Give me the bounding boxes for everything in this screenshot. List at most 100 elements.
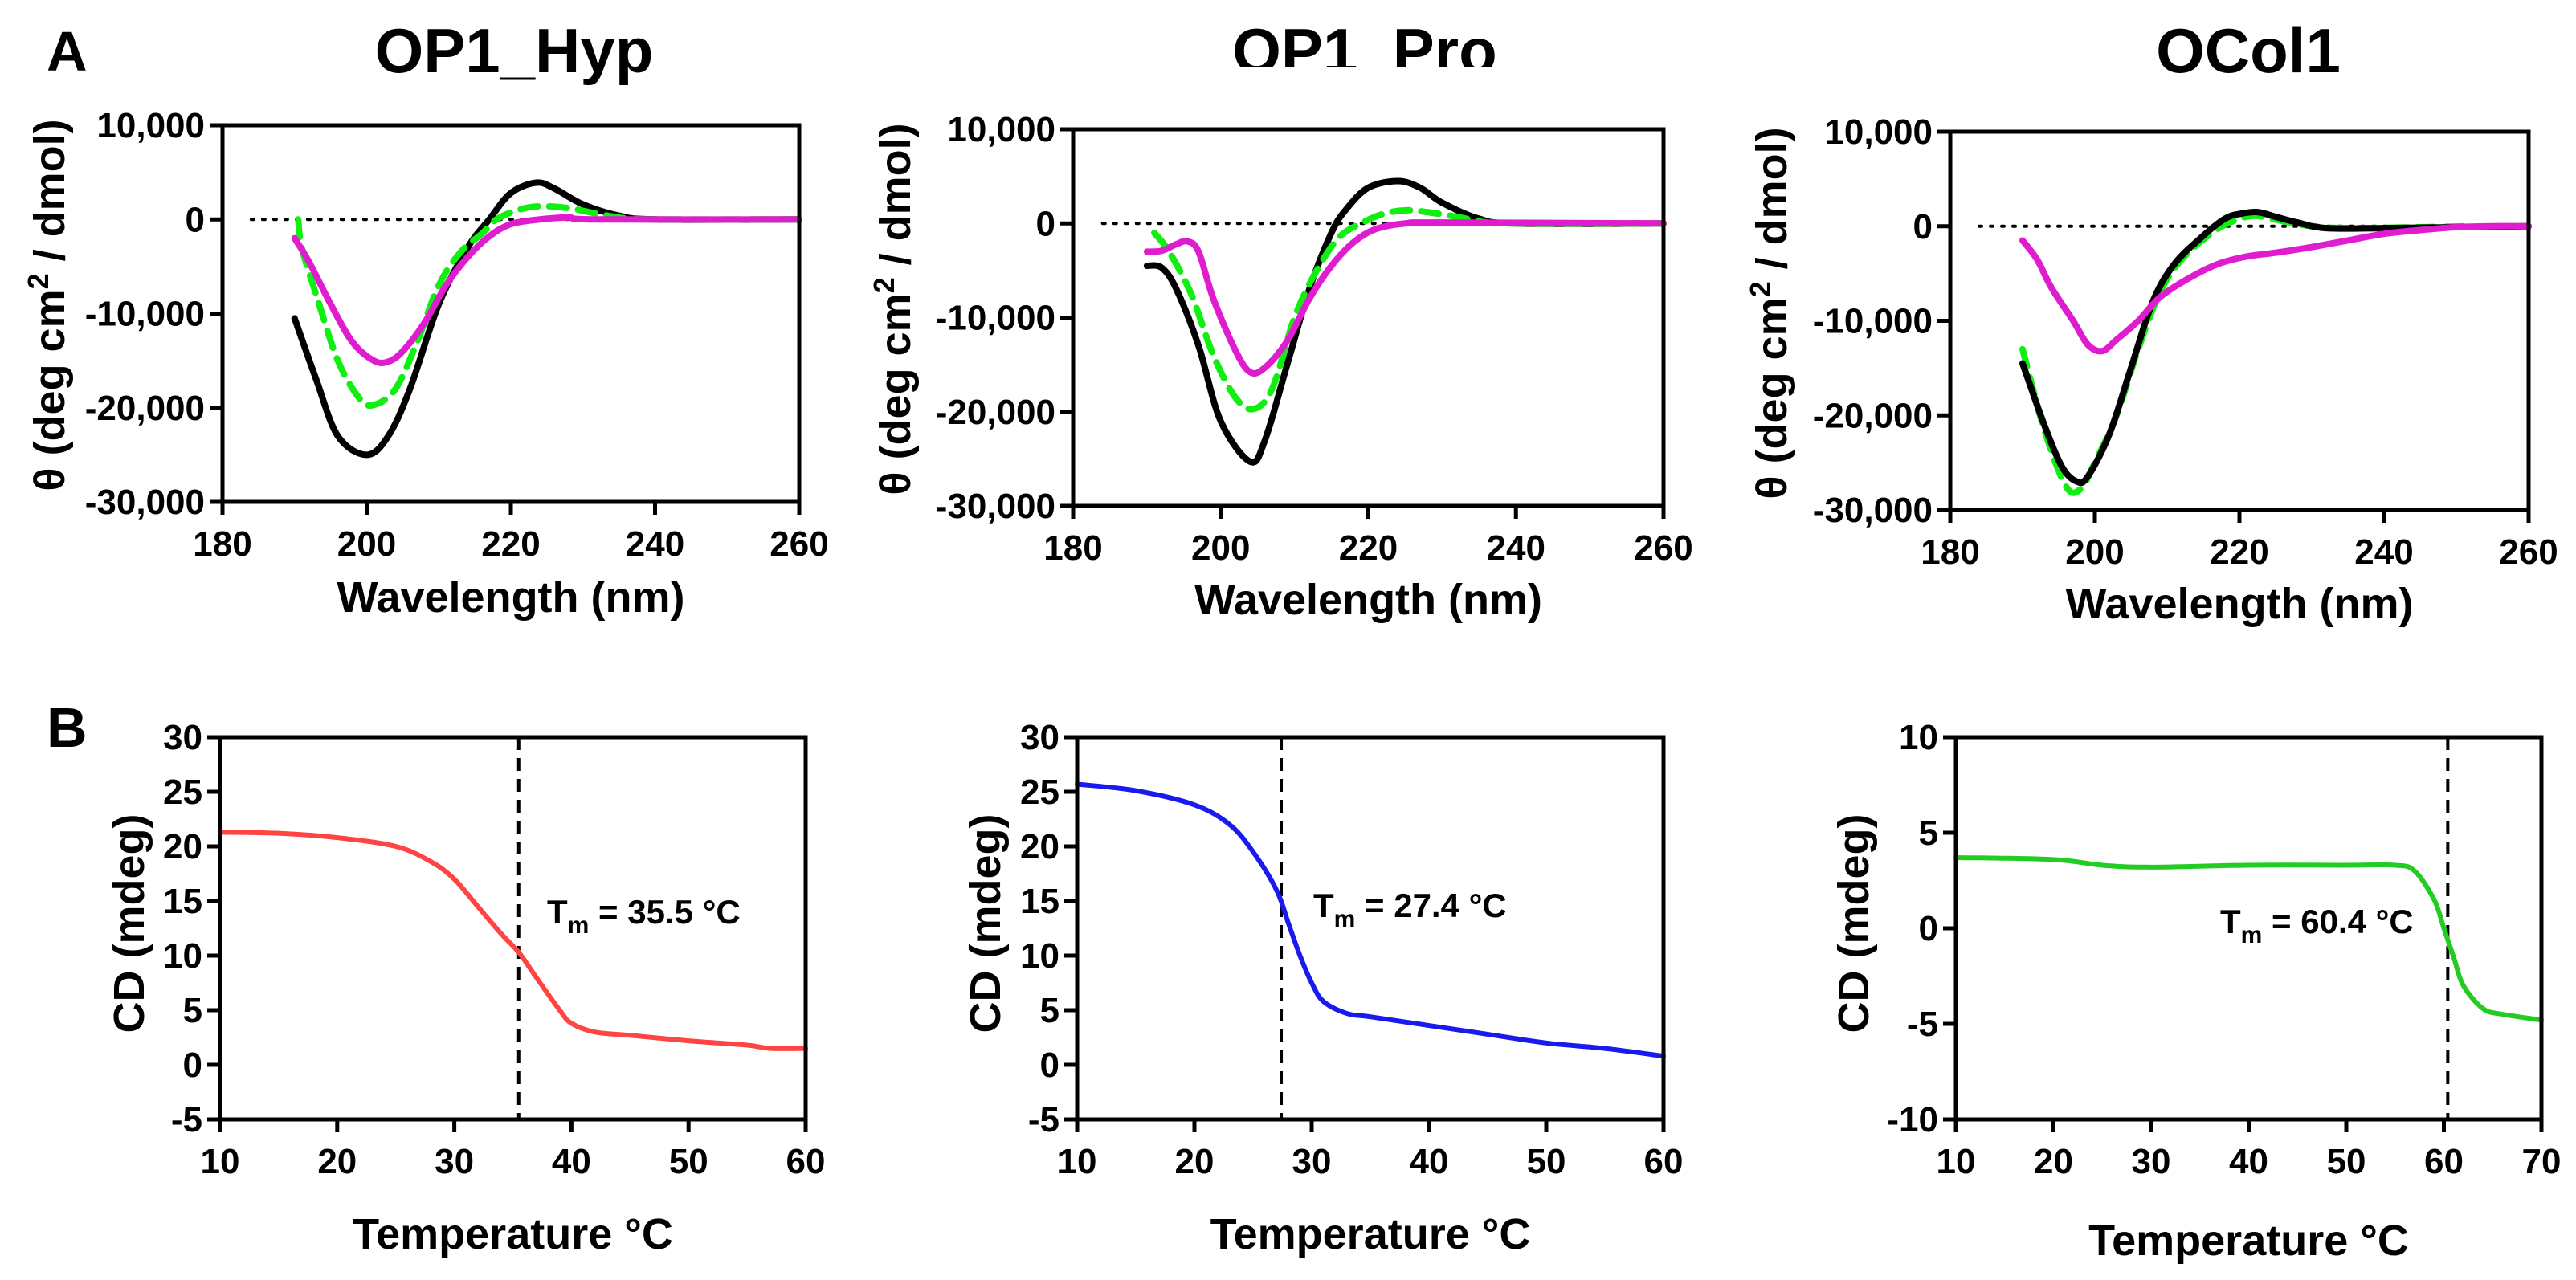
x-tick-label: 40 xyxy=(1410,1142,1449,1181)
plot-frame xyxy=(1075,735,1666,1122)
x-tick-label: 240 xyxy=(1487,528,1545,568)
y-tick-label: 15 xyxy=(1020,882,1059,921)
y-tick-label: -10,000 xyxy=(85,295,205,334)
y-tick-label: -20,000 xyxy=(936,393,1055,432)
chart-title: OP1_Pro xyxy=(1232,15,1496,86)
x-tick-label: 10 xyxy=(1058,1142,1097,1181)
x-tick-label: 240 xyxy=(2354,532,2413,572)
x-axis-title: Wavelength (nm) xyxy=(1194,576,1542,624)
y-tick-label: 25 xyxy=(163,772,202,812)
chart-a2: OP1_Pro 180 200 220 240 260 10,000 0 -10,000 -20,… xyxy=(868,15,1693,624)
x-tick-label: 30 xyxy=(1292,1142,1332,1181)
x-axis-title: Temperature °C xyxy=(2088,1217,2409,1265)
x-tick-label: 50 xyxy=(1527,1142,1566,1181)
y-tick-label: 0 xyxy=(1040,1046,1059,1085)
x-tick-label: 200 xyxy=(2065,532,2124,572)
y-axis-title: θ (deg cm2 / dmol) xyxy=(22,119,74,491)
chart-title: OCol1 xyxy=(2156,15,2341,86)
x-tick-label: 30 xyxy=(2132,1142,2171,1181)
y-tick-label: 25 xyxy=(1020,772,1059,812)
x-tick-label: 60 xyxy=(786,1142,826,1181)
x-tick-label: 200 xyxy=(1191,528,1250,568)
y-tick-label: 10,000 xyxy=(1824,112,1933,152)
y-axis-title: CD (mdeg) xyxy=(1830,814,1878,1033)
series-line-black xyxy=(1143,177,1667,466)
tm-annotation: Tm = 60.4 °C xyxy=(2220,903,2414,948)
series-line-green xyxy=(1151,206,1667,413)
x-tick-label: 60 xyxy=(2424,1142,2464,1181)
x-tick-label: 220 xyxy=(481,524,540,564)
y-axis-title: θ (deg cm2 / dmol) xyxy=(1744,127,1796,499)
x-tick-label: 10 xyxy=(201,1142,240,1181)
x-tick-label: 40 xyxy=(552,1142,591,1181)
x-tick-label: 50 xyxy=(2327,1142,2366,1181)
y-tick-label: -10,000 xyxy=(936,299,1055,338)
y-tick-label: 15 xyxy=(163,882,202,921)
y-tick-label: -10,000 xyxy=(1813,302,1933,341)
x-axis-title: Wavelength (nm) xyxy=(337,573,684,622)
x-axis-title: Temperature °C xyxy=(353,1210,673,1258)
y-tick-label: 10,000 xyxy=(96,106,205,145)
plot-frame xyxy=(218,735,808,1122)
chart-a3: OCol1 180 200 220 240 260 10,000 0 -10,000 -20,00… xyxy=(1744,15,2558,628)
y-tick-label: 0 xyxy=(1913,207,1933,247)
x-tick-label: 180 xyxy=(1921,532,1979,572)
y-tick-label: 20 xyxy=(163,827,202,866)
series-line-magenta xyxy=(1143,219,1667,377)
y-tick-label: -20,000 xyxy=(85,389,205,428)
series-line-black xyxy=(2019,208,2532,487)
y-tick-label: 20 xyxy=(1020,827,1059,866)
x-tick-label: 30 xyxy=(435,1142,474,1181)
series-line-ocol1-melt xyxy=(1953,854,2544,1023)
x-tick-label: 180 xyxy=(193,524,251,564)
y-tick-label: -30,000 xyxy=(85,483,205,522)
y-tick-label: -20,000 xyxy=(1813,396,1933,435)
y-tick-label: -5 xyxy=(1028,1100,1059,1139)
plot-frame xyxy=(1948,129,2531,512)
chart-b2: Tm = 27.4 °C10 20 30 40 50 60302520151050-5Te… xyxy=(961,718,1683,1258)
x-tick-label: 40 xyxy=(2229,1142,2268,1181)
x-tick-label: 260 xyxy=(2499,532,2558,572)
x-tick-label: 260 xyxy=(1634,528,1692,568)
chart-title: OP1_Hyp xyxy=(375,15,654,86)
x-tick-label: 50 xyxy=(669,1142,708,1181)
y-tick-label: 5 xyxy=(183,991,202,1030)
x-tick-label: 20 xyxy=(1175,1142,1215,1181)
y-axis-title: CD (mdeg) xyxy=(961,814,1010,1033)
y-tick-label: 10 xyxy=(1899,718,1938,757)
series-line-green xyxy=(295,202,802,410)
chart-b1: Tm = 35.5 °C10 20 30 40 50 60302520151050-5Te… xyxy=(105,718,825,1258)
y-tick-label: -30,000 xyxy=(936,487,1055,526)
x-tick-label: 20 xyxy=(317,1142,357,1181)
x-tick-label: 10 xyxy=(1937,1142,1976,1181)
plot-frame xyxy=(220,123,802,504)
series-line-op1_pro-melt xyxy=(1075,781,1666,1059)
x-tick-label: 20 xyxy=(2034,1142,2073,1181)
y-tick-label: 10 xyxy=(1020,936,1059,976)
y-tick-label: 10 xyxy=(163,936,202,976)
x-axis-title: Wavelength (nm) xyxy=(2065,580,2413,628)
panel-label-a: A xyxy=(47,20,88,83)
y-tick-label: 0 xyxy=(1036,204,1055,243)
series-line-op1_hyp-melt xyxy=(218,830,808,1051)
y-tick-label: 0 xyxy=(1919,909,1938,948)
x-tick-label: 70 xyxy=(2522,1142,2562,1181)
y-tick-label: 10,000 xyxy=(947,110,1055,149)
y-tick-label: -5 xyxy=(171,1100,202,1139)
series-line-black xyxy=(291,179,802,459)
x-tick-label: 200 xyxy=(337,524,396,564)
y-tick-label: 0 xyxy=(186,200,205,239)
y-tick-label: -30,000 xyxy=(1813,491,1933,530)
y-tick-label: 5 xyxy=(1040,991,1059,1030)
x-tick-label: 180 xyxy=(1043,528,1102,568)
y-tick-label: -5 xyxy=(1907,1005,1938,1044)
y-axis-title: θ (deg cm2 / dmol) xyxy=(868,123,920,495)
y-axis-title: CD (mdeg) xyxy=(105,814,153,1033)
x-tick-label: 260 xyxy=(770,524,828,564)
x-tick-label: 220 xyxy=(2210,532,2268,572)
y-tick-label: 30 xyxy=(1020,718,1059,757)
chart-b3: Tm = 60.4 °C10 20 30 40 50 60 701050-5-10Tempe… xyxy=(1830,718,2561,1265)
tm-annotation: Tm = 35.5 °C xyxy=(547,893,741,939)
y-tick-label: 5 xyxy=(1919,813,1938,853)
